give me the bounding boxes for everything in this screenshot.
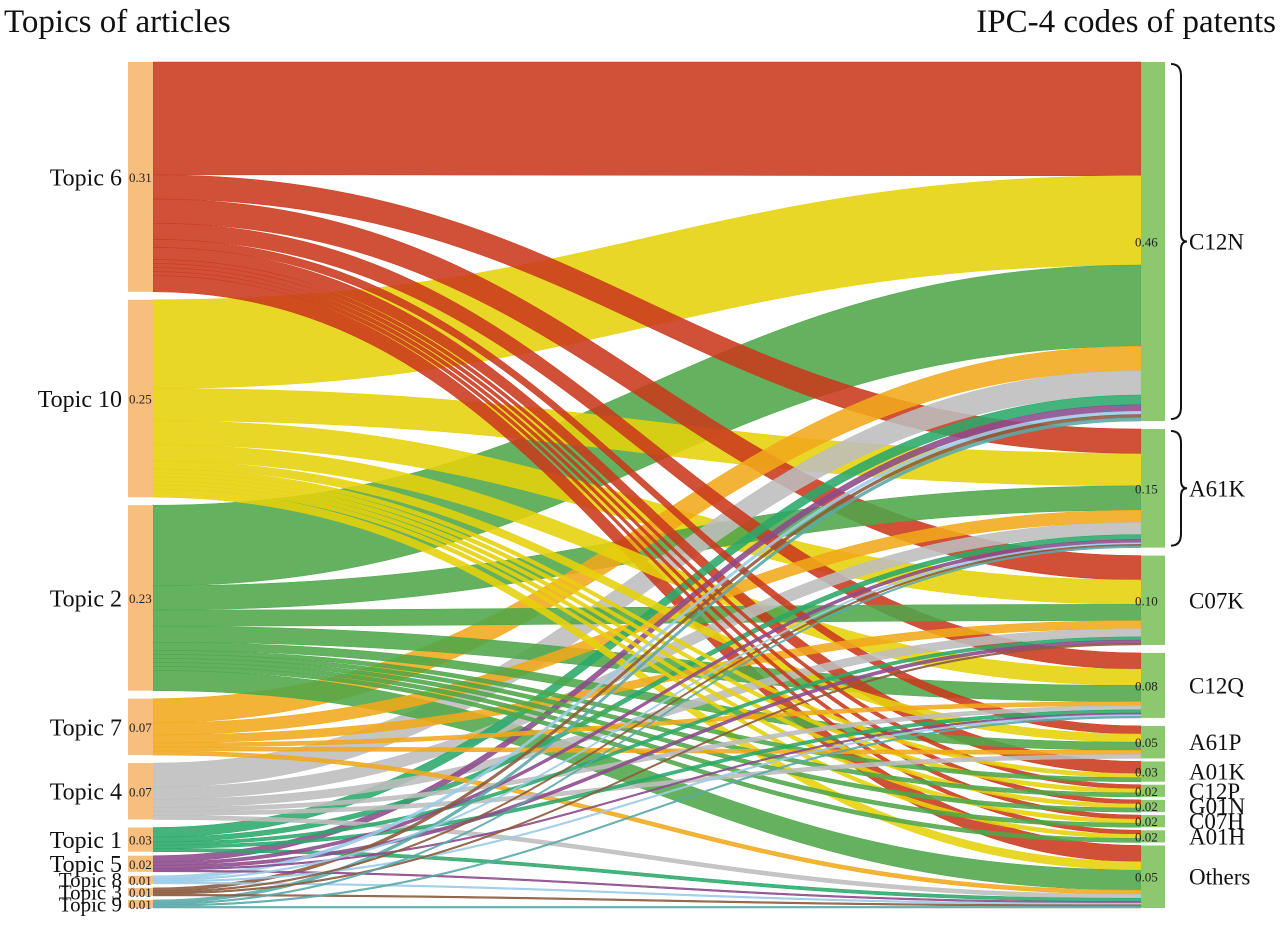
source-label-topic-8: Topic 8: [59, 868, 122, 892]
target-node-a61k: [1141, 429, 1165, 548]
source-value-topic-9: 0.01: [129, 897, 152, 912]
source-label-topic-3: Topic 3: [59, 880, 122, 904]
target-label-c12p: C12P: [1189, 779, 1240, 804]
right-axis-title: IPC-4 codes of patents: [976, 4, 1276, 40]
target-value-c12q: 0.08: [1135, 678, 1158, 693]
target-value-a01h: 0.02: [1135, 829, 1158, 844]
source-node-topic-9: [128, 899, 153, 908]
target-label-a01h: A01H: [1189, 824, 1245, 849]
source-value-topic-4: 0.07: [129, 784, 152, 799]
source-label-topic-4: Topic 4: [50, 780, 122, 806]
source-value-topic-7: 0.07: [129, 720, 152, 735]
target-value-c07h: 0.02: [1135, 814, 1158, 829]
target-node-c07k: [1141, 555, 1165, 645]
target-label-a61k: A61K: [1189, 476, 1246, 501]
target-node-a01k: [1141, 761, 1165, 782]
flow-topic-6-to-c12n: [152, 61, 1142, 176]
target-label-a61p: A61P: [1189, 730, 1241, 755]
source-value-topic-2: 0.23: [129, 591, 152, 606]
source-label-topic-6: Topic 6: [50, 165, 122, 191]
labels-layer: Topic 6 0.31 Topic 10 0.25 Topic 2 0.23 Topic …: [38, 63, 1250, 916]
flows-layer: [152, 61, 1142, 909]
target-node-a01h: [1141, 830, 1165, 843]
source-node-topic-6: [128, 62, 153, 292]
source-value-topic-6: 0.31: [129, 170, 152, 185]
target-value-a61k: 0.15: [1135, 481, 1158, 496]
nodes-layer: [128, 62, 1165, 908]
flow-topic-2-to-g01n: [152, 658, 1142, 813]
source-node-topic-4: [128, 763, 153, 820]
left-axis-title: Topics of articles: [4, 4, 231, 40]
source-node-topic-8: [128, 875, 153, 884]
source-node-topic-7: [128, 698, 153, 756]
target-label-c07k: C07K: [1189, 588, 1244, 613]
target-label-g01n: G01N: [1189, 794, 1246, 819]
brace-a61k: [1170, 430, 1188, 547]
target-value-a61p: 0.05: [1135, 735, 1158, 750]
source-label-topic-9: Topic 9: [59, 892, 122, 916]
target-node-c12n: [1141, 62, 1165, 422]
source-node-topic-1: [128, 827, 153, 852]
target-value-c12p: 0.02: [1135, 784, 1158, 799]
flow-topic-9-to-c12q: [152, 716, 1142, 907]
target-label-c07h: C07H: [1189, 809, 1244, 834]
target-node-others: [1141, 845, 1165, 908]
target-value-c07k: 0.10: [1135, 593, 1158, 608]
brace-c12n: [1170, 63, 1188, 421]
source-value-topic-1: 0.03: [129, 833, 152, 848]
target-label-others: Others: [1189, 865, 1250, 890]
source-node-topic-2: [128, 505, 153, 691]
source-label-topic-5: Topic 5: [50, 852, 122, 878]
source-node-topic-3: [128, 887, 153, 896]
target-value-a01k: 0.03: [1135, 765, 1158, 780]
source-value-topic-5: 0.02: [129, 857, 152, 872]
source-value-topic-8: 0.01: [129, 873, 152, 888]
target-node-c12q: [1141, 652, 1165, 718]
target-node-g01n: [1141, 799, 1165, 813]
target-node-a61p: [1141, 725, 1165, 759]
source-node-topic-10: [128, 299, 153, 498]
target-label-a01k: A01K: [1189, 760, 1246, 785]
target-node-c12p: [1141, 784, 1165, 797]
source-label-topic-7: Topic 7: [50, 715, 122, 741]
target-label-c12q: C12Q: [1189, 673, 1244, 698]
flow-topic-3-to-c07k: [152, 643, 1142, 895]
source-label-topic-2: Topic 2: [50, 586, 122, 612]
target-value-c12n: 0.46: [1135, 235, 1158, 250]
source-node-topic-5: [128, 855, 153, 872]
target-label-c12n: C12N: [1189, 230, 1244, 255]
source-label-topic-1: Topic 1: [50, 828, 122, 854]
source-label-topic-10: Topic 10: [38, 387, 122, 413]
target-value-others: 0.05: [1135, 870, 1158, 885]
source-value-topic-3: 0.01: [129, 885, 152, 900]
flow-topic-9-to-others: [152, 906, 1142, 909]
target-node-c07h: [1141, 815, 1165, 828]
target-value-g01n: 0.02: [1135, 799, 1158, 814]
source-value-topic-10: 0.25: [129, 391, 152, 406]
